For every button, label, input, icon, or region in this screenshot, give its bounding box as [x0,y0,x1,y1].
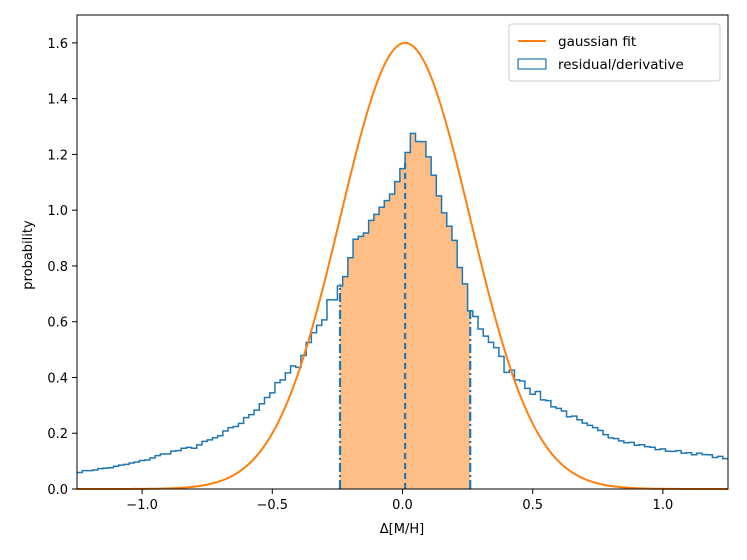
legend-residual-swatch [517,58,547,70]
legend: gaussian fit residual/derivative [508,23,721,82]
gaussian-fit-curve [77,41,728,490]
plot-area [77,41,728,490]
y-tick-label: 1.6 [47,37,68,52]
shaded-region [340,133,471,489]
y-tick-label: 0.4 [47,371,68,386]
y-tick-label: 0.6 [47,316,68,331]
x-tick-label: 0.0 [392,498,413,513]
y-tick-label: 0.2 [47,427,68,442]
axes: −1.0 −0.5 0.0 0.5 1.0 0.0 0.2 0.4 0.6 0.8 1.0 1.2 1.… [47,14,729,513]
x-axis-label: Δ[M/H] [380,522,424,537]
x-tick-label: −0.5 [257,498,289,513]
legend-gaussian-label: gaussian fit [558,34,636,50]
y-tick-label: 0.0 [47,483,68,498]
y-tick-label: 1.4 [47,93,68,108]
y-tick-label: 1.0 [47,204,68,219]
legend-residual-label: residual/derivative [558,57,684,73]
y-tick-label: 1.2 [47,148,68,163]
legend-box [508,23,721,82]
residual-histogram [77,132,728,474]
y-tick-label: 0.8 [47,260,68,275]
x-tick-label: −1.0 [126,498,158,513]
y-axis-label: probability [21,220,36,290]
x-tick-label: 1.0 [653,498,674,513]
x-tick-label: 0.5 [522,498,543,513]
